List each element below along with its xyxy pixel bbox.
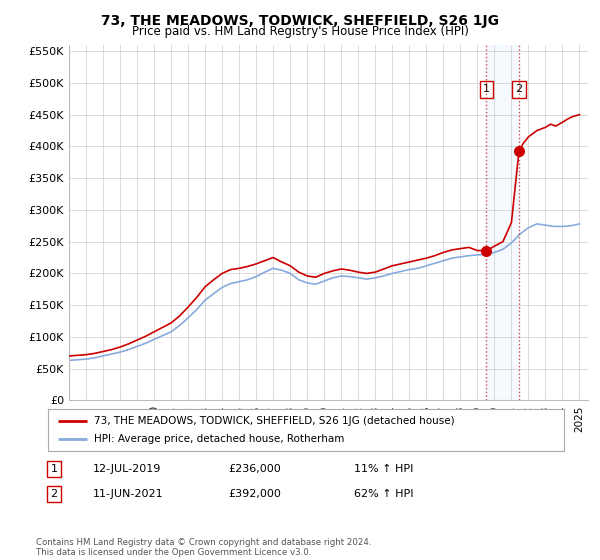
Text: 73, THE MEADOWS, TODWICK, SHEFFIELD, S26 1JG: 73, THE MEADOWS, TODWICK, SHEFFIELD, S26… bbox=[101, 14, 499, 28]
Text: £392,000: £392,000 bbox=[228, 489, 281, 499]
Text: 2: 2 bbox=[50, 489, 58, 499]
Text: 1: 1 bbox=[50, 464, 58, 474]
Text: 62% ↑ HPI: 62% ↑ HPI bbox=[354, 489, 413, 499]
Text: 73, THE MEADOWS, TODWICK, SHEFFIELD, S26 1JG (detached house): 73, THE MEADOWS, TODWICK, SHEFFIELD, S26… bbox=[94, 416, 455, 426]
Text: HPI: Average price, detached house, Rotherham: HPI: Average price, detached house, Roth… bbox=[94, 434, 345, 444]
Text: Price paid vs. HM Land Registry's House Price Index (HPI): Price paid vs. HM Land Registry's House … bbox=[131, 25, 469, 38]
Text: 11-JUN-2021: 11-JUN-2021 bbox=[93, 489, 164, 499]
Text: £236,000: £236,000 bbox=[228, 464, 281, 474]
Text: 11% ↑ HPI: 11% ↑ HPI bbox=[354, 464, 413, 474]
Text: 12-JUL-2019: 12-JUL-2019 bbox=[93, 464, 161, 474]
Text: 2: 2 bbox=[515, 84, 523, 94]
Bar bbox=[487, 45, 519, 400]
Text: 1: 1 bbox=[483, 84, 490, 94]
Text: Contains HM Land Registry data © Crown copyright and database right 2024.
This d: Contains HM Land Registry data © Crown c… bbox=[36, 538, 371, 557]
